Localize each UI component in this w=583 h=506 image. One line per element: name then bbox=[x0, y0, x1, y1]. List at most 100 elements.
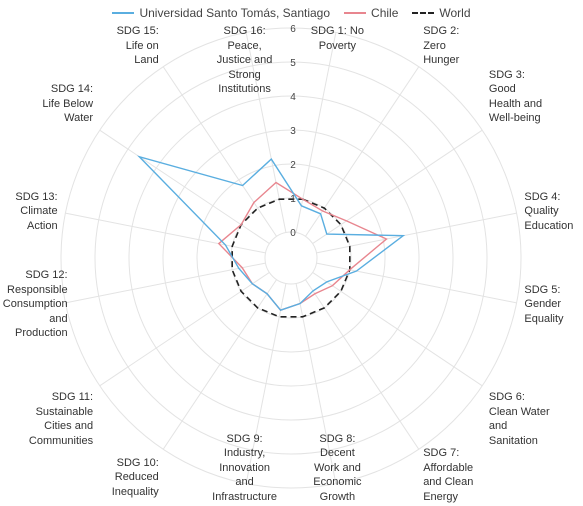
tick-label-5: 5 bbox=[290, 58, 296, 69]
legend-item-world: World bbox=[412, 6, 471, 20]
tick-label-1: 1 bbox=[290, 194, 296, 205]
legend-item-chile: Chile bbox=[344, 6, 398, 20]
grid-ring-3 bbox=[162, 129, 420, 387]
category-label-sdg-15: SDG 15: Life on Land bbox=[116, 24, 159, 68]
grid-ring-2 bbox=[196, 163, 386, 353]
category-label-sdg-14: SDG 14: Life Below Water bbox=[33, 82, 93, 126]
tick-label-2: 2 bbox=[290, 160, 296, 171]
legend-label-world: World bbox=[439, 6, 471, 20]
category-label-sdg-1: SDG 1: No Poverty bbox=[310, 24, 364, 53]
category-label-sdg-6: SDG 6: Clean Water and Sanitation bbox=[489, 390, 555, 448]
category-label-line: Peace, bbox=[227, 39, 262, 52]
tick-label-6: 6 bbox=[290, 24, 296, 35]
category-label-line: SDG 9: bbox=[226, 432, 263, 445]
category-label-line: Poverty bbox=[318, 39, 357, 52]
category-label-line: Quality bbox=[524, 205, 559, 218]
category-label-line: Production bbox=[15, 327, 68, 340]
category-label-line: Consumption bbox=[2, 298, 68, 311]
category-label-line: Health and bbox=[488, 97, 543, 110]
category-label-line: SDG 2: bbox=[423, 25, 460, 37]
category-label-line: Climate bbox=[20, 205, 58, 218]
category-label-line: SDG 5: bbox=[524, 283, 561, 296]
legend-item-university: Universidad Santo Tomás, Santiago bbox=[112, 6, 330, 20]
tick-label-4: 4 bbox=[290, 92, 296, 103]
category-label-line: Decent bbox=[319, 447, 355, 459]
category-label-line: Sanitation bbox=[488, 434, 538, 447]
category-label-sdg-12: SDG 12: Responsible Consumption and Producti… bbox=[2, 268, 68, 341]
tick-label-3: 3 bbox=[290, 126, 296, 137]
category-label-sdg-4: SDG 4: Quality Education bbox=[524, 190, 578, 234]
category-label-line: Action bbox=[27, 219, 58, 232]
category-label-line: Education bbox=[524, 219, 574, 232]
category-label-line: SDG 10: bbox=[116, 456, 159, 469]
category-label-line: Equality bbox=[524, 312, 564, 325]
category-label-line: Hunger bbox=[423, 54, 460, 66]
grid-spoke-12 bbox=[65, 262, 266, 304]
series-line-university bbox=[136, 155, 406, 312]
category-label-sdg-11: SDG 11: Sustainable Cities and Communities bbox=[28, 390, 94, 448]
category-label-sdg-2: SDG 2: Zero Hunger bbox=[423, 24, 461, 68]
category-label-line: SDG 1: No bbox=[310, 25, 364, 37]
category-label-line: SDG 16: bbox=[223, 25, 266, 37]
grid-ring-5 bbox=[94, 61, 488, 455]
category-label-line: Cities and bbox=[44, 420, 94, 433]
category-label-line: and bbox=[488, 420, 508, 433]
category-label-line: Strong bbox=[228, 68, 261, 81]
category-label-line: Reduced bbox=[114, 471, 159, 484]
grid-ring-0 bbox=[264, 231, 318, 285]
chart-legend: Universidad Santo Tomás, Santiago Chile … bbox=[0, 6, 583, 20]
category-label-line: Infrastructure bbox=[212, 490, 277, 503]
category-label-sdg-10: SDG 10: Reduced Inequality bbox=[99, 456, 159, 500]
category-label-line: Land bbox=[134, 54, 159, 66]
category-label-line: Good bbox=[488, 83, 516, 96]
legend-label-chile: Chile bbox=[371, 6, 399, 20]
category-label-line: Life on bbox=[125, 39, 159, 52]
category-label-line: SDG 4: bbox=[524, 190, 561, 203]
legend-label-university: Universidad Santo Tomás, Santiago bbox=[139, 6, 331, 20]
legend-swatch-world bbox=[412, 12, 435, 14]
category-label-line: SDG 11: bbox=[51, 391, 94, 404]
category-label-line: SDG 6: bbox=[488, 391, 525, 404]
grid-ring-1 bbox=[230, 197, 352, 319]
legend-swatch-university bbox=[112, 12, 135, 14]
category-label-sdg-3: SDG 3: Good Health and Well-being bbox=[489, 68, 549, 126]
category-label-line: Gender bbox=[524, 298, 562, 311]
grid-ring-4 bbox=[128, 95, 454, 421]
grid-spoke-3 bbox=[312, 129, 483, 244]
category-label-line: SDG 8: bbox=[319, 432, 356, 445]
grid-spoke-9 bbox=[245, 283, 287, 484]
category-label-line: Water bbox=[64, 112, 94, 125]
category-label-line: Justice and bbox=[216, 54, 273, 66]
grid-spoke-6 bbox=[312, 272, 483, 387]
category-label-line: Economic bbox=[313, 476, 362, 488]
category-label-line: Institutions bbox=[218, 83, 271, 95]
category-label-line: Innovation bbox=[219, 461, 270, 474]
category-label-sdg-13: SDG 13: Climate Action bbox=[14, 190, 57, 234]
category-label-line: Communities bbox=[28, 434, 94, 447]
category-label-sdg-16: SDG 16: Peace, Justice and Strong Institutio… bbox=[209, 24, 280, 97]
category-label-line: SDG 13: bbox=[15, 190, 58, 203]
series-line-world bbox=[231, 198, 351, 318]
grid-ring-6 bbox=[60, 27, 522, 489]
category-label-line: Zero bbox=[423, 39, 446, 52]
category-label-sdg-7: SDG 7: Affordable and Clean Energy bbox=[423, 446, 483, 504]
category-label-line: SDG 3: bbox=[488, 68, 525, 81]
category-label-sdg-5: SDG 5: Gender Equality bbox=[524, 283, 573, 327]
category-label-line: Well-being bbox=[488, 112, 541, 125]
category-label-line: Life Below bbox=[42, 97, 94, 110]
category-label-line: Clean Water bbox=[488, 405, 550, 418]
category-label-sdg-9: SDG 9: Industry, Innovation and Infrastructu… bbox=[203, 432, 285, 505]
category-label-line: Work and bbox=[313, 461, 361, 474]
category-label-line: SDG 12: bbox=[25, 269, 68, 282]
category-label-line: Growth bbox=[319, 490, 356, 503]
category-label-line: SDG 14: bbox=[50, 83, 94, 96]
category-label-line: and bbox=[235, 476, 254, 488]
category-label-line: Industry, bbox=[223, 447, 266, 459]
category-label-line: Sustainable bbox=[35, 405, 94, 418]
category-label-sdg-8: SDG 8: Decent Work and Economic Growth bbox=[313, 432, 362, 505]
legend-swatch-chile bbox=[344, 12, 367, 14]
category-label-line: Responsible bbox=[7, 283, 68, 296]
category-label-line: and bbox=[49, 312, 68, 325]
grid-spoke-15 bbox=[162, 66, 277, 237]
